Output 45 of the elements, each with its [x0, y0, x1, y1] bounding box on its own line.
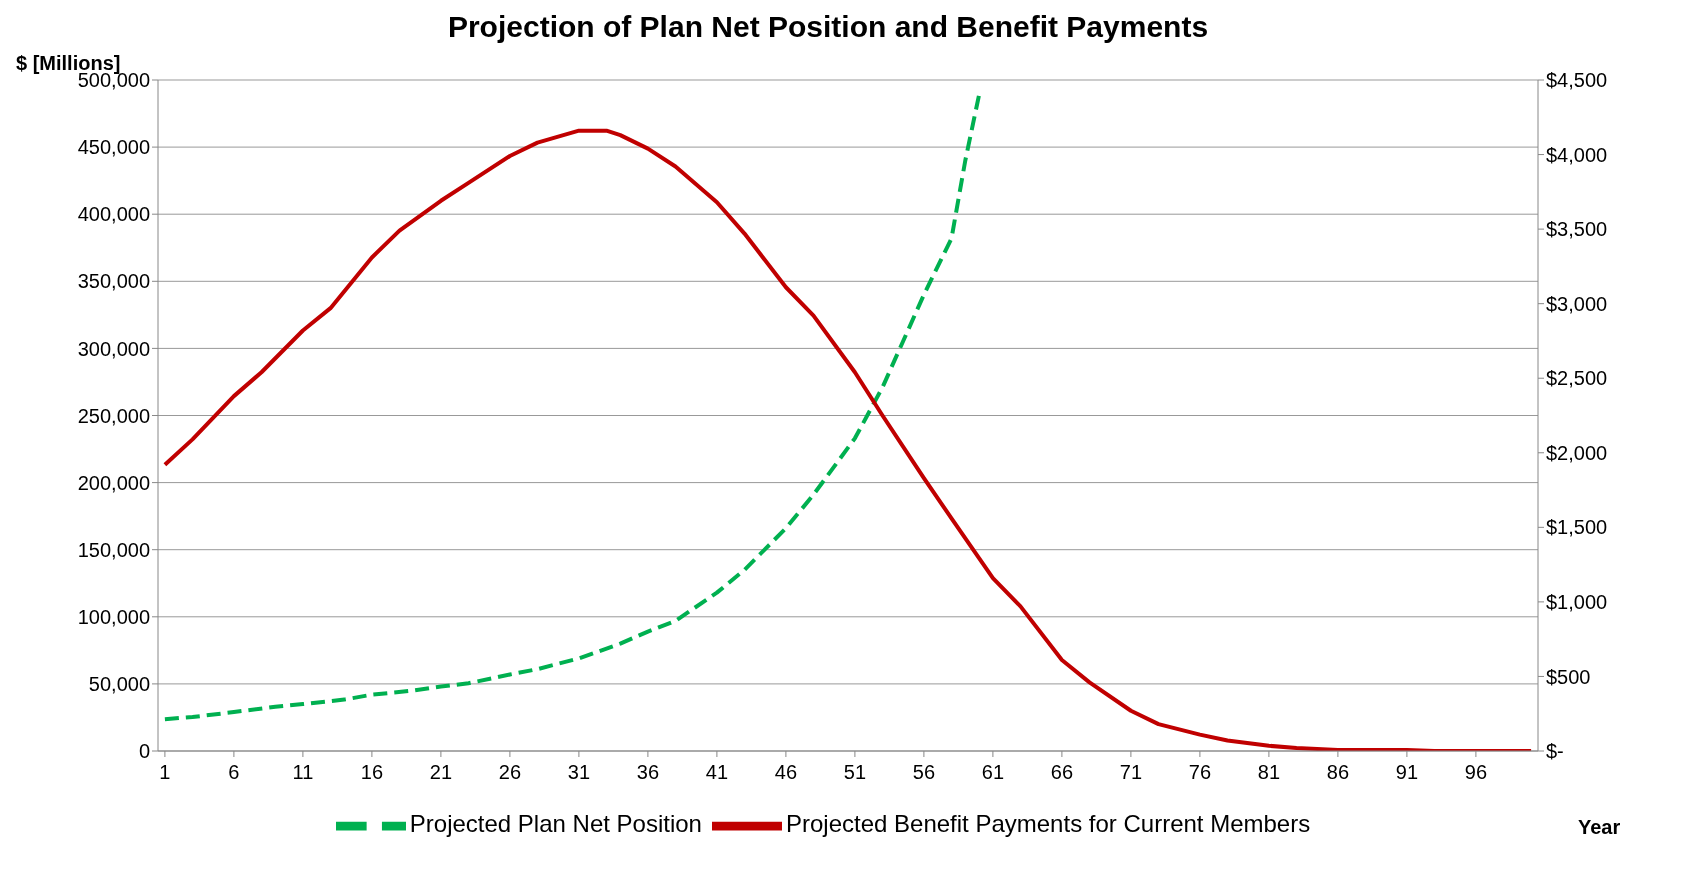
x-tick-label: 26 [498, 761, 522, 784]
y2-tick-label: $3,500 [1546, 218, 1608, 241]
x-tick-label: 46 [774, 761, 798, 784]
y2-tick-label: $1,000 [1546, 590, 1608, 613]
y-tick-label: 200,000 [77, 471, 150, 494]
y2-tick-label: $2,500 [1546, 367, 1608, 390]
y2-tick-label: $4,500 [1546, 69, 1608, 92]
x-tick-label: 91 [1395, 761, 1419, 784]
x-tick-label: 61 [981, 761, 1005, 784]
legend-label: Projected Plan Net Position [409, 810, 702, 838]
x-tick-label: 16 [360, 761, 384, 784]
x-tick-label: 96 [1464, 761, 1488, 784]
y2-tick-label: $3,000 [1546, 292, 1608, 315]
y2-tick-label: $500 [1546, 665, 1591, 688]
line-series [162, 128, 1534, 751]
x-tick-label: 6 [228, 761, 240, 784]
y2-tick-label: $2,000 [1546, 441, 1608, 464]
y-tick-label: 250,000 [77, 404, 150, 427]
x-axis-title: Year [1578, 816, 1621, 839]
x-tick-label: 56 [912, 761, 936, 784]
y-tick-label: 450,000 [77, 136, 150, 159]
y-tick-label: 350,000 [77, 270, 150, 293]
x-tick-label: 76 [1188, 761, 1212, 784]
x-tick-label: 71 [1119, 761, 1143, 784]
x-tick-label: 86 [1326, 761, 1350, 784]
x-tick-label: 81 [1257, 761, 1281, 784]
y-tick-label: 100,000 [77, 605, 150, 628]
y2-tick-label: $4,000 [1546, 143, 1608, 166]
x-tick-label: 51 [843, 761, 867, 784]
y2-tick-label: $1,500 [1546, 516, 1608, 539]
y-tick-label: 50,000 [88, 673, 150, 695]
x-tick-label: 41 [705, 761, 729, 784]
y2-tick-label: $- [1546, 740, 1564, 763]
x-tick-label: 36 [636, 761, 660, 784]
y-tick-label: 400,000 [77, 203, 150, 226]
y-tick-label: 300,000 [77, 337, 150, 360]
x-tick-label: 1 [159, 761, 171, 784]
x-tick-label: 11 [292, 761, 314, 784]
x-tick-label: 66 [1050, 761, 1074, 784]
y-tick-label: 0 [138, 740, 150, 763]
legend-label: Projected Benefit Payments for Current Members [785, 810, 1311, 838]
y-tick-label: 150,000 [77, 538, 150, 561]
chart-title: Projection of Plan Net Position and Benefit Payments [446, 9, 1210, 45]
x-tick-label: 21 [429, 761, 453, 784]
x-tick-label: 31 [567, 761, 591, 784]
